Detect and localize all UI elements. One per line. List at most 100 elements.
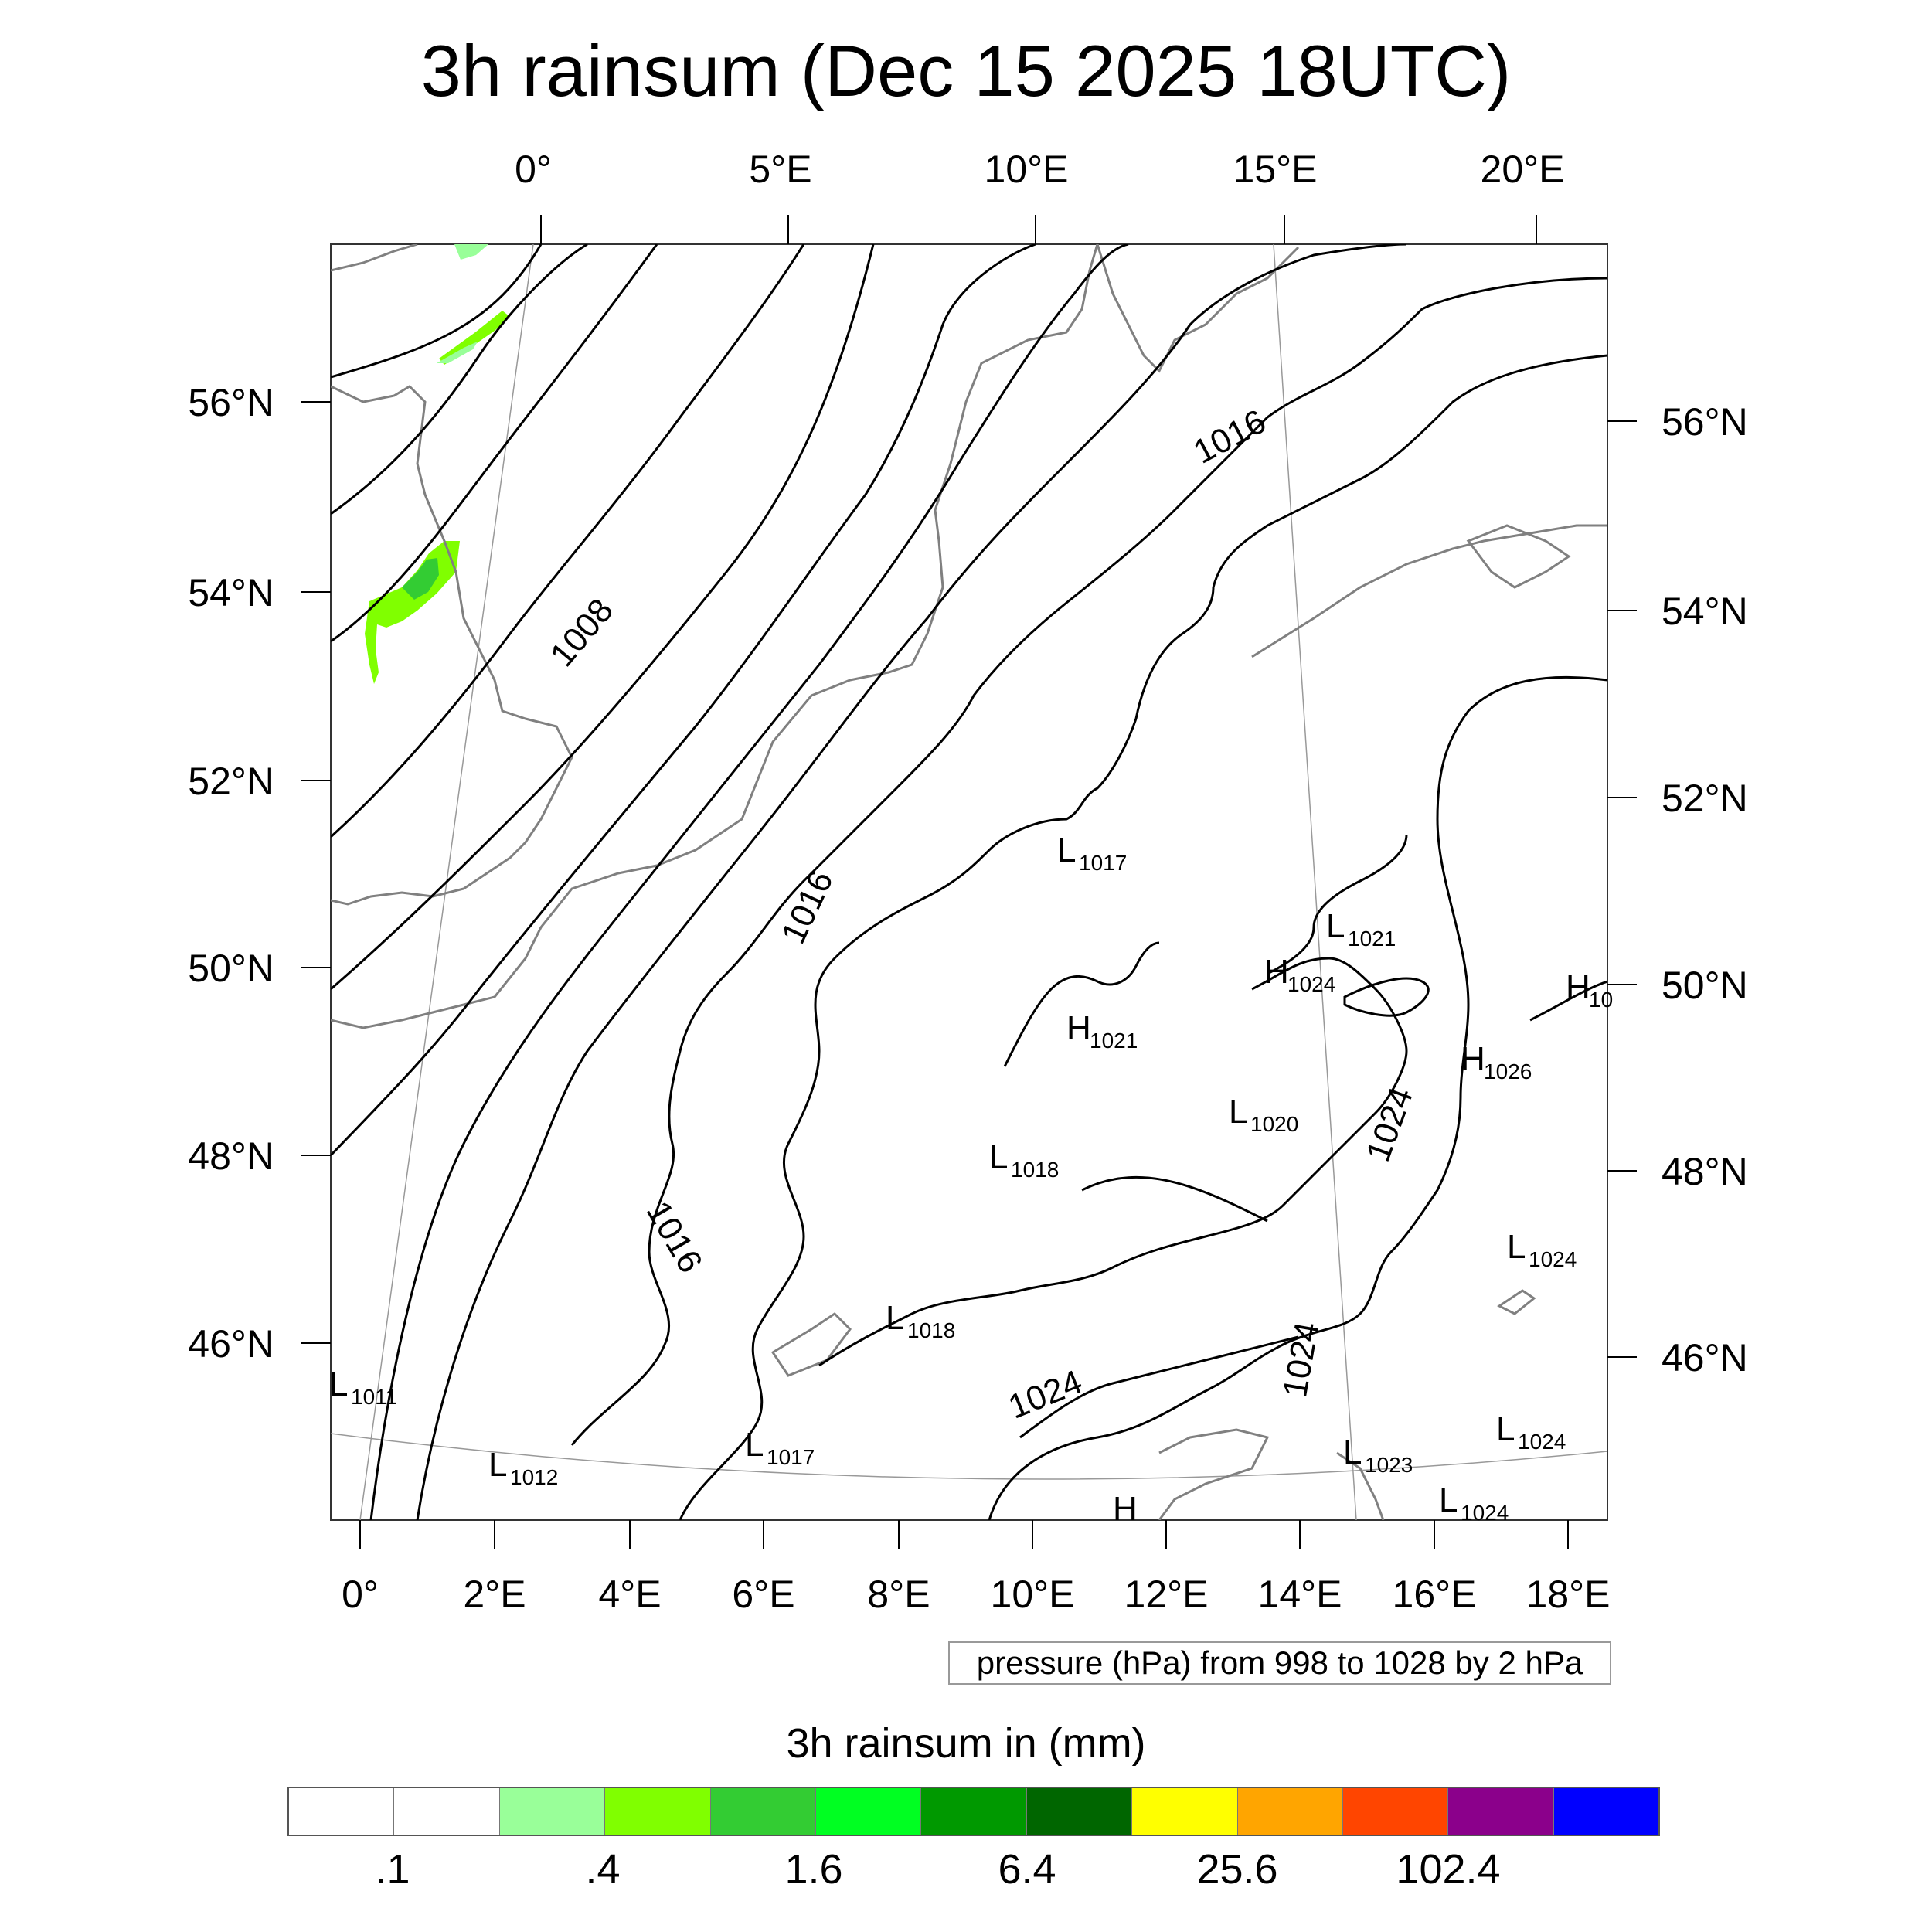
bottom-lon-label: 10°E (991, 1573, 1075, 1616)
svg-text:L: L (1057, 832, 1076, 869)
colorbar-label: 6.4 (998, 1846, 1056, 1893)
coast-scotland-north (331, 244, 418, 272)
svg-text:1024: 1024 (1518, 1430, 1566, 1454)
pressure-center: L 1017 (745, 1426, 815, 1469)
colorbar-box (1342, 1788, 1449, 1835)
contour-info-box: pressure (hPa) from 998 to 1028 by 2 hPa (948, 1641, 1611, 1685)
coast-continent-north (331, 244, 1099, 1029)
rain-patch-scotland-edge (437, 342, 478, 363)
svg-text:1021: 1021 (1348, 927, 1396, 951)
svg-text:1020: 1020 (1250, 1112, 1298, 1136)
svg-text:1026: 1026 (1484, 1060, 1532, 1083)
svg-text:L: L (886, 1299, 904, 1337)
svg-text:1024: 1024 (1287, 972, 1335, 996)
svg-text:1012: 1012 (510, 1465, 558, 1489)
isobar-6 (331, 244, 1036, 1157)
colorbar-box (1237, 1788, 1343, 1835)
pressure-center: L 1023 (1343, 1434, 1413, 1477)
colorbar-label: 102.4 (1396, 1846, 1501, 1893)
svg-text:H: H (1066, 1009, 1091, 1047)
pressure-center: L 1024 (1439, 1481, 1509, 1525)
colorbar-box (710, 1788, 816, 1835)
svg-text:L: L (989, 1138, 1008, 1176)
right-lat-labels: 56°N 54°N 52°N 50°N 48°N 46°N (1662, 400, 1748, 1379)
coast-adriatic (1158, 1428, 1270, 1520)
svg-text:H: H (1113, 1490, 1138, 1528)
svg-text:L: L (1439, 1481, 1458, 1519)
isobar-closed-4 (1081, 1175, 1268, 1223)
svg-text:1017: 1017 (1079, 851, 1127, 875)
colorbar-label: 1.6 (784, 1846, 843, 1893)
left-lat-label: 46°N (188, 1322, 274, 1366)
top-lon-label: 0° (515, 148, 552, 191)
svg-text:L: L (1507, 1228, 1526, 1266)
coast-gulf (1466, 524, 1571, 589)
svg-text:10: 10 (1589, 988, 1613, 1012)
colorbar-label: .1 (375, 1846, 410, 1893)
svg-text:L: L (1343, 1434, 1362, 1471)
svg-text:L: L (1229, 1093, 1247, 1131)
isobar-1024-b (1019, 1335, 1299, 1439)
pressure-center: L 1012 (488, 1446, 558, 1489)
svg-text:1024: 1024 (1529, 1247, 1577, 1271)
colorbar-box (921, 1788, 1027, 1835)
rain-patch-north (454, 244, 488, 260)
isobar-1 (331, 244, 543, 379)
colorbar-label: 25.6 (1196, 1846, 1278, 1893)
colorbar-box (1132, 1788, 1238, 1835)
lake-geneva (770, 1312, 852, 1377)
rain-areas (365, 244, 510, 684)
left-lat-label: 54°N (188, 571, 274, 614)
isobar-closed-3 (1529, 980, 1607, 1022)
coast-baltic-south (1251, 524, 1607, 658)
colorbar-box (499, 1788, 606, 1835)
coast-istria (1336, 1451, 1385, 1520)
colorbar-label: .4 (585, 1846, 621, 1893)
bottom-lon-label: 14°E (1258, 1573, 1342, 1616)
left-lat-label: 50°N (188, 947, 274, 990)
isobar-closed-1 (1003, 941, 1160, 1067)
bottom-lon-label: 2°E (463, 1573, 526, 1616)
colorbar (287, 1787, 1660, 1836)
isobar-8 (416, 244, 1407, 1520)
isobar-1020 (988, 675, 1607, 1520)
right-lat-label: 52°N (1662, 777, 1748, 820)
pressure-center: L 1024 (1507, 1228, 1577, 1271)
bottom-lon-label: 18°E (1526, 1573, 1611, 1616)
svg-text:1018: 1018 (1011, 1158, 1059, 1182)
left-lat-label: 48°N (188, 1134, 274, 1178)
isobar-2 (331, 244, 588, 515)
pressure-center: L 1020 (1229, 1093, 1298, 1136)
svg-text:H: H (1566, 968, 1590, 1006)
bottom-lon-label: 12°E (1124, 1573, 1209, 1616)
isobar-4 (331, 244, 805, 838)
pressure-center: L 1011 (329, 1366, 397, 1409)
right-lat-label: 56°N (1662, 400, 1748, 444)
top-lon-label: 10°E (985, 148, 1069, 191)
isobar-5 (331, 244, 875, 991)
ticks (301, 215, 1637, 1549)
colorbar-box (815, 1788, 922, 1835)
pressure-center: L 1017 (1057, 832, 1127, 875)
colorbar-title: 3h rainsum in (mm) (786, 1720, 1146, 1767)
isobar-1024-a (818, 957, 1408, 1367)
svg-text:L: L (488, 1446, 507, 1484)
right-lat-label: 48°N (1662, 1150, 1748, 1193)
colorbar-box (1026, 1788, 1133, 1835)
svg-text:L: L (1326, 907, 1345, 945)
svg-text:1024: 1024 (1461, 1501, 1509, 1525)
bottom-lon-labels: 0° 2°E 4°E 6°E 8°E 10°E 12°E 14°E 16°E 1… (342, 1573, 1610, 1616)
map-title: 3h rainsum (Dec 15 2025 18UTC) (420, 30, 1512, 111)
svg-text:1017: 1017 (767, 1445, 815, 1469)
svg-text:H: H (1461, 1040, 1485, 1078)
plot-frame (330, 243, 1608, 1521)
right-lat-label: 46°N (1662, 1336, 1748, 1379)
lake-balaton (1497, 1289, 1536, 1315)
svg-text:H: H (1264, 953, 1289, 991)
bottom-lon-label: 16°E (1393, 1573, 1477, 1616)
